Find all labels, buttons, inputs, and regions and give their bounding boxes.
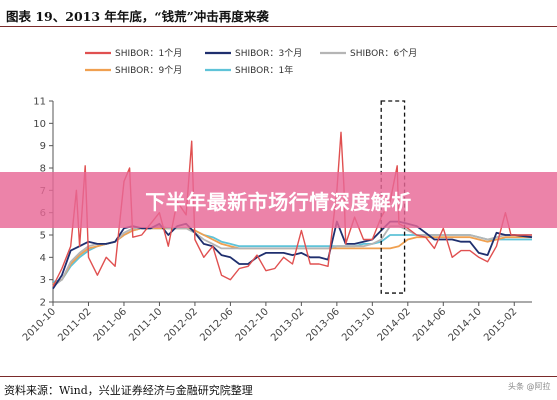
x-tick-label: 2014-02: [376, 306, 413, 343]
x-tick-label: 2015-02: [482, 306, 519, 343]
legend-label-2: SHIBOR：6个月: [350, 48, 417, 59]
series-line-3: [52, 227, 532, 285]
x-tick-label: 2013-10: [340, 306, 377, 343]
x-tick-label: 2013-06: [305, 306, 342, 343]
bottom-divider: [0, 376, 557, 377]
x-tick-label: 2010-10: [21, 306, 58, 343]
legend: SHIBOR：1个月 SHIBOR：3个月 SHIBOR：6个月 SHIBOR：9个月…: [85, 48, 417, 76]
top-divider: [0, 26, 557, 27]
y-tick-label: 5: [40, 231, 46, 242]
legend-label-0: SHIBOR：1个月: [115, 48, 182, 59]
y-tick-label: 2: [40, 298, 46, 309]
source-note: 资料来源：Wind，兴业证券经济与金融研究院整理: [4, 384, 253, 397]
x-tick-label: 2012-06: [198, 306, 235, 343]
x-tick-label: 2012-10: [234, 306, 271, 343]
x-tick-label: 2012-02: [163, 306, 200, 343]
y-tick-label: 9: [40, 141, 46, 152]
y-tick-label: 3: [40, 275, 46, 286]
x-tick-label: 2013-02: [269, 306, 306, 343]
y-tick-label: 4: [40, 253, 46, 264]
x-tick-label: 2011-02: [56, 306, 93, 343]
legend-label-4: SHIBOR：1年: [235, 64, 293, 76]
overlay-banner: [0, 172, 557, 228]
y-tick-label: 10: [33, 119, 46, 130]
x-tick-label: 2014-10: [447, 306, 484, 343]
legend-label-3: SHIBOR：9个月: [115, 65, 182, 76]
x-tick-label: 2011-10: [127, 306, 164, 343]
y-tick-label: 11: [33, 97, 46, 108]
watermark: 头条 @阿拉: [508, 382, 551, 391]
overlay-banner-text: 下半年最新市场行情深度解析: [145, 190, 412, 214]
x-tick-label: 2011-06: [92, 306, 129, 343]
legend-label-1: SHIBOR：3个月: [235, 48, 302, 59]
y-tick-label: 8: [40, 164, 46, 175]
x-tick-label: 2014-06: [411, 306, 448, 343]
chart-title: 图表 19、2013 年年底，“钱荒”冲击再度来袭: [6, 9, 269, 24]
